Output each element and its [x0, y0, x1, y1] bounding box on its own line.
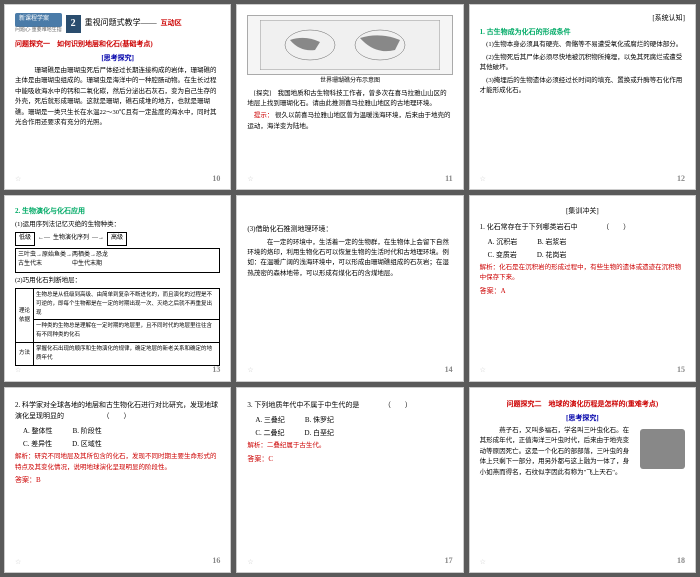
subsection: [思考探究]	[480, 413, 685, 424]
explanation: 解析：二叠纪属于古生代。	[247, 441, 452, 451]
star-icon: ☆	[480, 365, 486, 376]
page-number: 12	[677, 173, 685, 186]
table-cell: 生物总是从低级到高级、由简单到复杂不断进化的，而且演化的过程是不可逆的，即每个生…	[34, 289, 220, 320]
seq-low: 低级	[15, 232, 35, 246]
sub-2: (2)巧用化石判断地层：	[15, 276, 220, 286]
table-label-1: 理论依据	[16, 289, 34, 343]
explanation: 解析：化石是在沉积岩的形成过程中，有些生物的遗体或遗迹在沉积物中保存下来。	[480, 263, 685, 284]
page-number: 15	[677, 364, 685, 377]
option-a: A. 三叠纪	[255, 415, 285, 426]
page-number: 16	[212, 555, 220, 568]
section-title: 问题探究一 如何识别地层和化石(基础考点)	[15, 39, 220, 50]
seq-high: 高级	[107, 232, 127, 246]
page-number: 17	[445, 555, 453, 568]
page-number: 13	[212, 364, 220, 377]
seq-row-1: 三叶虫→原始鱼类→两栖类→恐龙	[18, 251, 217, 261]
green-title: 1. 古生物成为化石的形成条件	[480, 27, 685, 38]
star-icon: ☆	[480, 174, 486, 185]
interactive-label: 互动区	[161, 18, 182, 29]
question: 1. 化石常存在于下列哪类岩石中 （ ）	[480, 222, 685, 233]
slide-title: 重视问题式教学——	[85, 17, 157, 30]
slide-14: (3)借助化石推测地理环境： 在一定的环境中，生活着一定的生物群，在生物体上会留…	[236, 195, 463, 381]
option-a: A. 沉积岩	[488, 237, 518, 248]
explore-text: [探究] 我国地质和古生物科技工作者，曾多次在喜马拉雅山山区的地层上找到珊瑚化石…	[247, 89, 452, 110]
page-number: 11	[445, 173, 453, 186]
option-row: C. 二叠纪 D. 白垩纪	[255, 428, 452, 439]
slide-17: 3. 下列地质年代中不属于中生代的是 （ ） A. 三叠纪 B. 侏罗纪 C. …	[236, 387, 463, 573]
answer: 答案：C	[247, 454, 452, 465]
hint-row: 提示： 很久以前喜马拉雅山地区曾为温暖浅海环境，后来由于地壳的运动，海洋变为陆地…	[247, 111, 452, 132]
slide-11: 世界珊瑚礁分布示意图 [探究] 我国地质和古生物科技工作者，曾多次在喜马拉雅山山…	[236, 4, 463, 190]
question: 3. 下列地质年代中不属于中生代的是 （ ）	[247, 400, 452, 411]
subsection: [思考探究]	[15, 53, 220, 64]
method-table: 理论依据 生物总是从低级到高级、由简单到复杂不断进化的，而且演化的过程是不可逆的…	[15, 288, 220, 366]
slide-15: [集训冲关] 1. 化石常存在于下列哪类岩石中 （ ） A. 沉积岩 B. 岩浆…	[469, 195, 696, 381]
item-2: (2)生物死后其尸体必须尽快地被沉积物所掩埋，以免其死腐烂或遭受其他破坏。	[480, 53, 685, 74]
system-header: [系统认知]	[480, 13, 685, 24]
sequence-box: 三叶虫→原始鱼类→两栖类→恐龙 古生代末 中生代末期	[15, 248, 220, 273]
page-number: 14	[445, 364, 453, 377]
seq-row-2: 古生代末 中生代末期	[18, 260, 217, 270]
sequence-header: 低级 ←— 生物演化序列 —→ 高级	[15, 232, 220, 246]
answer: 答案：A	[480, 286, 685, 297]
star-icon: ☆	[15, 365, 21, 376]
header-box: 新课程学案	[15, 13, 62, 27]
arrow-icon: ←—	[38, 234, 50, 244]
option-row: A. 整体性 B. 阶段性	[23, 426, 220, 437]
body-text: 珊瑚礁是由珊瑚虫死后尸体经过长期连接构成的岩体，珊瑚礁的主体是由珊瑚虫组成的。珊…	[15, 66, 220, 128]
sub-title: (3)借助化石推测地理环境：	[247, 224, 452, 235]
option-row: A. 三叠纪 B. 侏罗纪	[255, 415, 452, 426]
option-b: B. 阶段性	[73, 426, 102, 437]
page-number: 18	[677, 555, 685, 568]
body-text: 在一定的环境中，生活着一定的生物群，在生物体上会留下自然环境的烙印，利用生物化石…	[247, 238, 452, 280]
option-c: C. 变质岩	[488, 250, 517, 261]
header-sub: 问题心·重要难地生指	[15, 27, 62, 35]
green-title: 2. 生物演化与化石应用	[15, 206, 220, 217]
slide-13: 2. 生物演化与化石应用 (1)运用序列法记忆灭绝的生物种类： 低级 ←— 生物…	[4, 195, 231, 381]
slide-10: 新课程学案 问题心·重要难地生指 2 重视问题式教学—— 互动区 问题探究一 如…	[4, 4, 231, 190]
option-c: C. 差异性	[23, 439, 52, 450]
item-3: (3)掩埋后的生物遗体必须经过长时间的填充、置换或升酶等石化作用才能形成化石。	[480, 76, 685, 97]
star-icon: ☆	[15, 174, 21, 185]
answer: 答案：B	[15, 475, 220, 486]
question: 2. 科学家对全球各地的地层和古生物化石进行对比研究，发现地球演化呈现明显的 （…	[15, 400, 220, 422]
option-c: C. 二叠纪	[255, 428, 284, 439]
hint-label: 提示：	[254, 112, 274, 119]
option-row: C. 差异性 D. 区域性	[23, 439, 220, 450]
option-b: B. 岩浆岩	[537, 237, 566, 248]
table-cell: 一种类的生物总是理解在一定时期的地层里，且不同时代的地层里往往含有不同种类的化石	[34, 320, 220, 343]
section-title: 问题探究二 地球的演化历程是怎样的(重难考点)	[480, 399, 685, 410]
slide-header: 新课程学案 问题心·重要难地生指 2 重视问题式教学—— 互动区	[15, 13, 220, 35]
table-cell: 掌握化石出现的顺序和生物演化的规律，确定地层的新老关系和确定的地质年代	[34, 343, 220, 366]
option-a: A. 整体性	[23, 426, 53, 437]
bullet-header: [集训冲关]	[480, 206, 685, 217]
option-row: A. 沉积岩 B. 岩浆岩	[488, 237, 685, 248]
option-d: D. 花岗岩	[537, 250, 567, 261]
map-caption: 世界珊瑚礁分布示意图	[247, 77, 452, 87]
arrow-icon: —→	[92, 234, 104, 244]
rock-image	[640, 429, 685, 469]
world-map-image	[247, 15, 452, 75]
slide-12: [系统认知] 1. 古生物成为化石的形成条件 (1)生物本身必须具有硬壳、骨骼等…	[469, 4, 696, 190]
star-icon: ☆	[247, 365, 253, 376]
option-b: B. 侏罗纪	[305, 415, 334, 426]
seq-mid: 生物演化序列	[53, 234, 89, 244]
option-row: C. 变质岩 D. 花岗岩	[488, 250, 685, 261]
star-icon: ☆	[247, 557, 253, 568]
star-icon: ☆	[15, 557, 21, 568]
page-number: 10	[212, 173, 220, 186]
slide-16: 2. 科学家对全球各地的地层和古生物化石进行对比研究，发现地球演化呈现明显的 （…	[4, 387, 231, 573]
table-label-2: 方法	[16, 343, 34, 366]
option-d: D. 区域性	[72, 439, 102, 450]
star-icon: ☆	[480, 557, 486, 568]
item-1: (1)生物本身必须具有硬壳、骨骼等不易遭受氧化或腐烂的硬体部分。	[480, 40, 685, 50]
hint-text: 很久以前喜马拉雅山地区曾为温暖浅海环境，后来由于地壳的运动，海洋变为陆地。	[247, 112, 450, 129]
explanation: 解析：研究不同地层及其所包含的化石，发现不同时期主要生命形式的特点及其变化情况，…	[15, 452, 220, 473]
header-label-group: 新课程学案 问题心·重要难地生指	[15, 13, 62, 35]
slide-18: 问题探究二 地球的演化历程是怎样的(重难考点) [思考探究] 燕子石，又叫多福石…	[469, 387, 696, 573]
sub-1: (1)运用序列法记忆灭绝的生物种类：	[15, 220, 220, 230]
chapter-num: 2	[66, 15, 81, 33]
star-icon: ☆	[247, 174, 253, 185]
option-d: D. 白垩纪	[305, 428, 335, 439]
